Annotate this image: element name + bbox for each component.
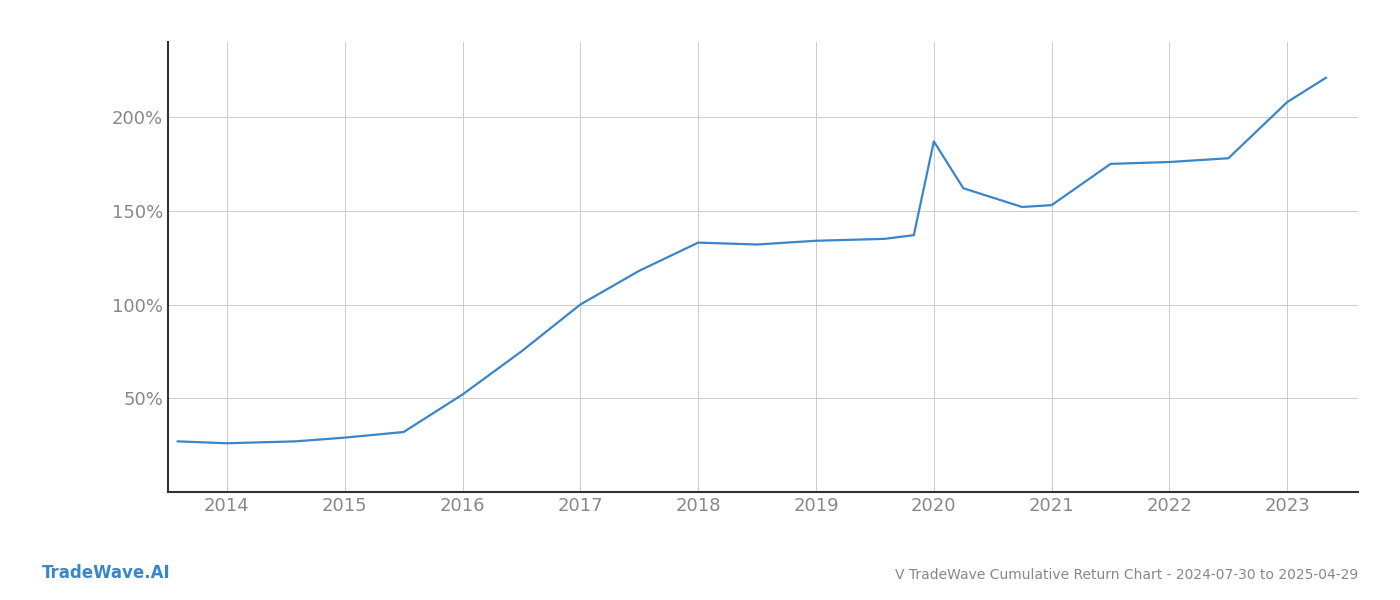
- Text: TradeWave.AI: TradeWave.AI: [42, 564, 171, 582]
- Text: V TradeWave Cumulative Return Chart - 2024-07-30 to 2025-04-29: V TradeWave Cumulative Return Chart - 20…: [895, 568, 1358, 582]
